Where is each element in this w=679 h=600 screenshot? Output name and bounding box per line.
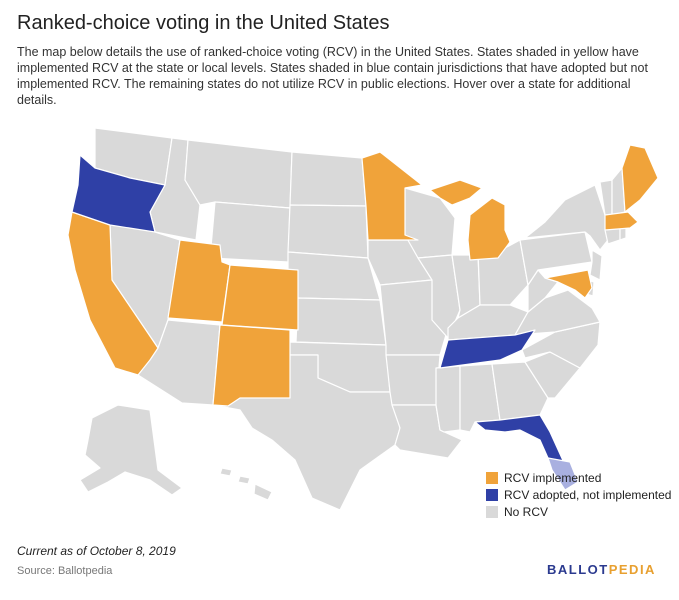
state-south-dakota[interactable] — [287, 204, 369, 259]
state-california[interactable] — [67, 211, 159, 376]
state-mississippi[interactable] — [435, 365, 461, 433]
state-minnesota[interactable] — [361, 151, 423, 241]
page-title: Ranked-choice voting in the United State… — [17, 12, 390, 34]
state-maine[interactable] — [621, 144, 659, 213]
state-maryland[interactable] — [544, 269, 593, 299]
legend-swatch-implemented — [486, 471, 498, 484]
legend-label-none: No RCV — [504, 504, 549, 519]
map-description: The map below details the use of ranked-… — [17, 45, 648, 107]
state-oregon[interactable] — [71, 154, 166, 233]
legend-label-implemented: RCV implemented — [504, 470, 602, 485]
legend-item-implemented: RCV implemented — [486, 469, 671, 486]
state-colorado[interactable] — [221, 264, 299, 331]
state-arkansas[interactable] — [385, 354, 441, 406]
state-rhode-island[interactable] — [619, 227, 627, 241]
ballotpedia-logo[interactable]: BALLOTPEDIA — [547, 562, 656, 577]
map-legend: RCV implemented RCV adopted, not impleme… — [486, 469, 671, 520]
legend-label-adopted: RCV adopted, not implemented — [504, 487, 672, 502]
legend-item-adopted: RCV adopted, not implemented — [486, 486, 671, 503]
state-florida-keys-region — [547, 457, 579, 491]
state-wyoming[interactable] — [209, 201, 291, 263]
state-alaska[interactable] — [79, 404, 183, 496]
logo-part-ballot: BALLOT — [547, 562, 609, 577]
logo-part-pedia: PEDIA — [608, 562, 656, 577]
current-as-of-note: Current as of October 8, 2019 — [17, 544, 176, 558]
legend-swatch-adopted — [486, 488, 498, 501]
state-massachusetts[interactable] — [604, 211, 639, 231]
state-new-mexico[interactable] — [212, 324, 291, 407]
state-new-jersey[interactable] — [589, 249, 603, 281]
state-south-carolina[interactable] — [524, 351, 581, 399]
state-kansas[interactable] — [295, 297, 387, 346]
legend-item-none: No RCV — [486, 503, 671, 520]
source-credit: Source: Ballotpedia — [17, 565, 113, 577]
state-tennessee[interactable] — [439, 329, 536, 369]
state-nebraska[interactable] — [287, 251, 381, 301]
state-michigan[interactable] — [429, 179, 511, 261]
state-north-dakota[interactable] — [289, 151, 367, 207]
state-montana[interactable] — [184, 139, 293, 209]
legend-swatch-none — [486, 505, 498, 518]
state-hawaii[interactable] — [219, 467, 273, 501]
